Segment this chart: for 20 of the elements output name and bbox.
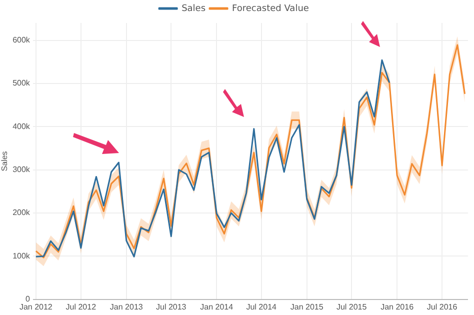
y-tick-label: 600k	[12, 35, 31, 44]
y-tick-label: 0	[25, 294, 30, 304]
y-tick-label: 200k	[12, 208, 31, 218]
x-tick-label: Jan 2015	[290, 302, 324, 312]
y-tick-label: 400k	[12, 122, 31, 131]
x-tick-label: Jan 2013	[110, 302, 144, 312]
x-tick-label: Jul 2012	[66, 302, 97, 312]
x-tick-label: Jan 2016	[380, 302, 414, 312]
x-tick-label: Jan 2014	[200, 302, 234, 312]
legend-label: Sales	[182, 4, 206, 14]
y-axis-title: Sales	[0, 151, 10, 172]
y-tick-label: 300k	[12, 165, 31, 174]
legend-label: Forecasted Value	[232, 4, 310, 14]
x-tick-label: Jul 2014	[246, 302, 278, 312]
x-tick-label: Jul 2016	[426, 302, 458, 312]
x-tick-label: Jul 2015	[336, 302, 368, 312]
y-tick-label: 100k	[12, 251, 31, 260]
x-tick-label: Jul 2013	[156, 302, 187, 312]
y-tick-label: 500k	[12, 78, 31, 88]
x-tick-label: Jan 2012	[19, 302, 53, 312]
